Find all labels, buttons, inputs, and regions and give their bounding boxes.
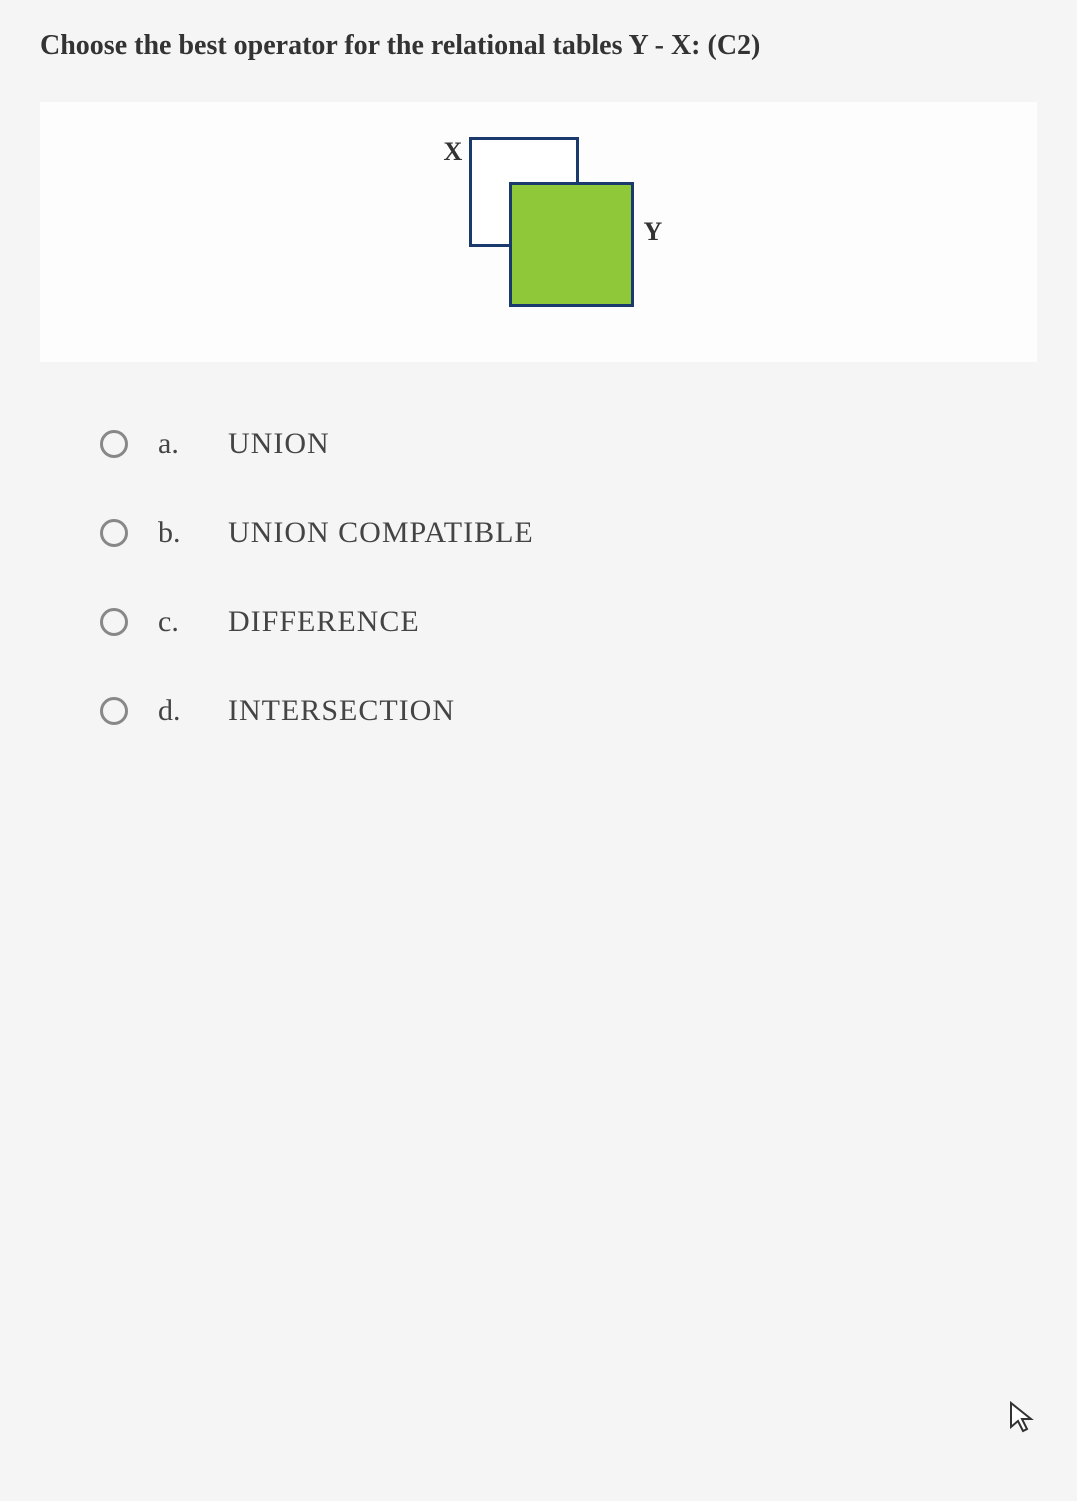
label-x: X [444, 137, 463, 167]
option-b[interactable]: b. UNION COMPATIBLE [100, 516, 1037, 550]
options-list: a. UNION b. UNION COMPATIBLE c. DIFFEREN… [40, 427, 1037, 728]
option-text: INTERSECTION [228, 694, 455, 728]
option-text: DIFFERENCE [228, 605, 420, 639]
radio-icon[interactable] [100, 430, 128, 458]
box-y [509, 182, 634, 307]
radio-icon[interactable] [100, 697, 128, 725]
option-letter: d. [158, 694, 193, 728]
option-d[interactable]: d. INTERSECTION [100, 694, 1037, 728]
option-letter: b. [158, 516, 193, 550]
option-text: UNION COMPATIBLE [228, 516, 534, 550]
option-c[interactable]: c. DIFFERENCE [100, 605, 1037, 639]
cursor-icon [1009, 1401, 1037, 1441]
option-a[interactable]: a. UNION [100, 427, 1037, 461]
venn-diagram: X Y [439, 122, 639, 322]
diagram-container: X Y [40, 102, 1037, 362]
label-y: Y [644, 217, 663, 247]
radio-icon[interactable] [100, 608, 128, 636]
option-text: UNION [228, 427, 330, 461]
option-letter: c. [158, 605, 193, 639]
question-text: Choose the best operator for the relatio… [40, 30, 1037, 62]
option-letter: a. [158, 427, 193, 461]
radio-icon[interactable] [100, 519, 128, 547]
